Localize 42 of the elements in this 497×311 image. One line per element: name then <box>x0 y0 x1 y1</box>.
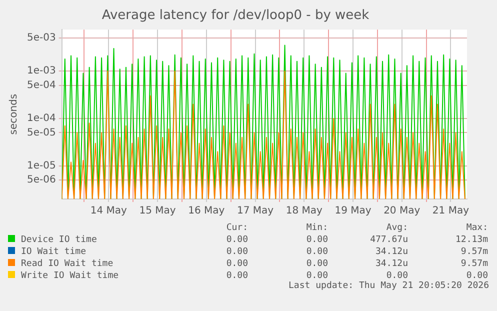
text: 34.12u <box>374 246 408 258</box>
x-tick-label: 15 May <box>139 206 176 217</box>
x-tick-label: 21 May <box>432 206 470 217</box>
legend-label: Read IO Wait time <box>20 258 114 270</box>
text: 0.00 <box>225 258 248 270</box>
legend-label: Device IO time <box>20 234 98 246</box>
text: 477.67u <box>369 234 408 246</box>
text: 0.00 <box>225 234 248 246</box>
x-tick-label: 18 May <box>286 206 322 217</box>
text: 0.00 <box>225 270 248 282</box>
text: 34.12u <box>374 258 408 270</box>
text: Max: <box>465 222 488 234</box>
text: 0.00 <box>305 234 328 246</box>
text: Cur: <box>225 222 248 234</box>
y-tick-label: 5e-04 <box>26 80 56 91</box>
text: Min: <box>305 222 328 234</box>
x-tick-label: 14 May <box>90 206 128 217</box>
chart-title: Average latency for /dev/loop0 - by week <box>102 8 370 24</box>
x-tick-label: 20 May <box>384 206 420 217</box>
x-tick-label: 16 May <box>188 206 225 217</box>
y-tick-label: 1e-05 <box>26 160 56 172</box>
x-tick-label: 17 May <box>236 206 274 217</box>
y-tick-label: 1e-04 <box>26 113 56 124</box>
legend-label: Write IO Wait time <box>20 270 120 282</box>
y-tick-label: 5e-03 <box>26 32 56 44</box>
text: 12.13m <box>454 234 488 246</box>
y-tick-label: 1e-03 <box>26 66 56 77</box>
text: 0.00 <box>465 270 488 281</box>
text: 0.00 <box>305 258 328 270</box>
x-tick-label: 19 May <box>334 206 372 217</box>
text: 9.57m <box>460 246 488 258</box>
text: 9.57m <box>460 258 488 270</box>
text: 0.00 <box>225 246 248 258</box>
y-axis-title: seconds <box>8 94 20 135</box>
y-tick-label: 5e-06 <box>26 174 56 186</box>
text: Avg: <box>385 222 408 234</box>
y-tick-label: 5e-05 <box>26 127 56 138</box>
text: Last update: Thu May 21 20:05:20 2026 <box>288 281 489 291</box>
text: 0.00 <box>305 270 328 281</box>
text: 0.00 <box>385 270 408 281</box>
text: 0.00 <box>305 246 328 258</box>
legend-label: IO Wait time <box>20 246 88 258</box>
